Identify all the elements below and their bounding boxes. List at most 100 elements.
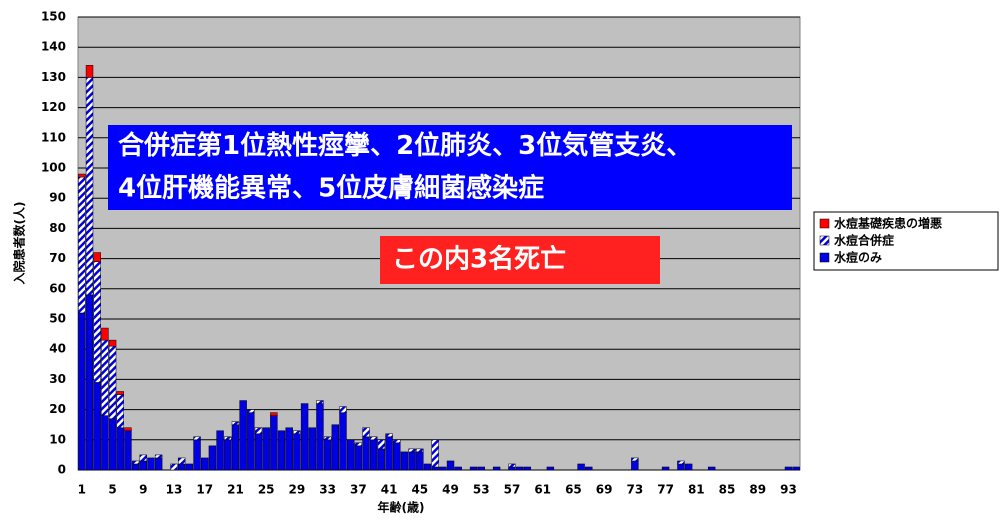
- y-axis-label: 入院患者数(人): [12, 202, 27, 285]
- bar-segment: [385, 433, 393, 438]
- bar-segment: [101, 327, 109, 341]
- x-tick-label: 77: [657, 483, 674, 497]
- y-tick-label: 80: [49, 221, 66, 235]
- bar-segment: [400, 451, 409, 471]
- bar-segment: [101, 339, 109, 416]
- bar-segment: [239, 400, 247, 471]
- x-tick-label: 13: [166, 483, 183, 497]
- bar-segment: [508, 466, 516, 471]
- bar-segment: [707, 466, 716, 471]
- bar-segment: [385, 436, 393, 471]
- bar-segment: [308, 427, 316, 471]
- bar-segment: [78, 176, 86, 314]
- x-tick-label: 69: [596, 483, 613, 497]
- y-tick-label: 60: [49, 281, 66, 295]
- bar-segment: [254, 433, 263, 471]
- bar-segment: [201, 457, 209, 471]
- bar-segment: [285, 427, 293, 471]
- x-tick-label: 93: [780, 483, 797, 497]
- bar-segment: [101, 415, 109, 471]
- bar-segment: [85, 294, 94, 471]
- y-tick-label: 10: [49, 432, 66, 446]
- bar-segment: [439, 466, 447, 471]
- legend-swatch: [819, 218, 830, 229]
- y-tick-label: 110: [41, 130, 66, 144]
- bar-segment: [124, 430, 132, 471]
- bar-segment: [131, 463, 140, 471]
- bar-segment: [677, 460, 685, 465]
- bar-segment: [116, 427, 124, 471]
- bar-segment: [108, 418, 117, 471]
- bar-segment: [316, 400, 324, 404]
- bar-segment: [139, 454, 147, 462]
- x-tick-label: 41: [381, 483, 398, 497]
- x-tick-label: 85: [719, 483, 736, 497]
- bar-segment: [431, 466, 439, 471]
- x-tick-label: 89: [749, 483, 766, 497]
- bar-segment: [208, 445, 217, 471]
- annotation-box: [380, 236, 660, 284]
- bar-segment: [416, 451, 424, 471]
- bar-segment: [546, 466, 555, 471]
- bar-segment: [408, 448, 416, 453]
- bar-segment: [300, 403, 309, 471]
- bar-segment: [147, 457, 155, 471]
- bar-segment: [784, 466, 793, 471]
- bar-segment: [316, 403, 324, 471]
- legend-box: [813, 211, 999, 271]
- bar-segment: [85, 77, 94, 296]
- bar-segment: [469, 466, 478, 471]
- y-tick-label: 90: [49, 191, 66, 205]
- bar-segment: [224, 439, 232, 471]
- bar-segment: [331, 424, 340, 471]
- bar-segment: [116, 391, 124, 395]
- bar-segment: [93, 252, 101, 262]
- legend-label: 水痘基礎疾患の増悪: [834, 216, 942, 231]
- bar-segment: [131, 460, 140, 465]
- x-tick-label: 81: [688, 483, 705, 497]
- bar-segment: [78, 312, 86, 471]
- bar-segment: [254, 427, 263, 435]
- y-tick-label: 70: [49, 251, 66, 265]
- y-tick-label: 120: [41, 100, 66, 114]
- y-tick-label: 100: [41, 161, 66, 175]
- bar-segment: [477, 466, 485, 471]
- y-tick-label: 20: [49, 402, 66, 416]
- bar-segment: [193, 439, 201, 471]
- bar-segment: [631, 457, 639, 462]
- legend-swatch: [819, 235, 830, 246]
- bar-segment: [661, 466, 670, 471]
- legend-label: 水痘合併症: [834, 233, 894, 248]
- bar-segment: [423, 463, 432, 471]
- bar-segment: [577, 463, 585, 471]
- bar-segment: [339, 412, 347, 471]
- bar-segment: [677, 463, 685, 471]
- x-axis-label: 年齢(歳): [378, 500, 425, 515]
- y-tick-label: 50: [49, 312, 66, 326]
- bar-segment: [362, 436, 370, 471]
- x-tick-label: 25: [258, 483, 275, 497]
- bar-segment: [393, 442, 401, 471]
- y-tick-label: 150: [41, 10, 66, 24]
- bar-segment: [224, 436, 232, 441]
- bar-segment: [93, 382, 101, 471]
- bar-segment: [354, 445, 363, 471]
- bar-segment: [346, 439, 355, 471]
- x-tick-label: 9: [139, 483, 147, 497]
- bar-segment: [585, 466, 593, 471]
- bar-segment: [216, 430, 224, 471]
- x-tick-label: 49: [442, 483, 459, 497]
- y-tick-label: 130: [41, 70, 66, 84]
- bar-segment: [377, 448, 386, 471]
- bar-segment: [393, 439, 401, 444]
- y-tick-label: 140: [41, 40, 66, 54]
- bar-segment: [446, 460, 455, 471]
- bar-segment: [177, 457, 186, 465]
- bar-segment: [139, 460, 147, 471]
- bar-segment: [154, 454, 163, 459]
- bar-segment: [116, 394, 124, 428]
- y-tick-label: 40: [49, 342, 66, 356]
- annotation-text: 4位肝機能異常、5位皮膚細菌感染症: [118, 172, 544, 203]
